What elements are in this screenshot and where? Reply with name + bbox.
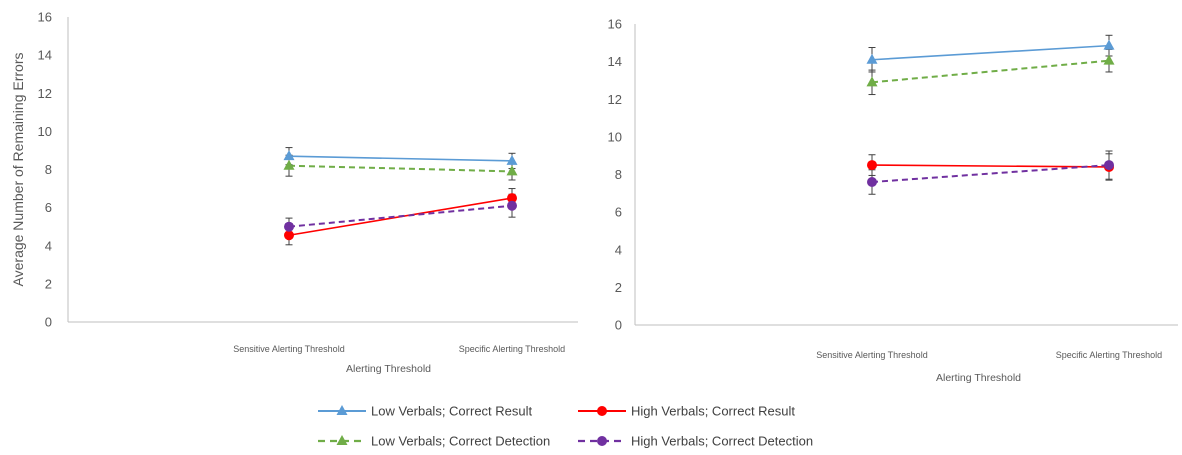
data-point <box>1103 39 1115 50</box>
y-tick-label: 14 <box>38 48 52 63</box>
x-tick-label: Specific Alerting Threshold <box>459 344 565 354</box>
legend-marker <box>597 406 607 416</box>
data-point <box>866 76 878 87</box>
data-point <box>1103 54 1115 65</box>
x-axis-label: Alerting Threshold <box>346 363 431 375</box>
data-point <box>506 154 518 165</box>
data-point <box>867 160 877 171</box>
legend-label: Low Verbals; Correct Detection <box>371 434 550 449</box>
y-tick-label: 6 <box>615 205 622 220</box>
right-chart-panel: 0 2 4 6 8 10 12 14 16 Sensitive Alerting Threshol… <box>608 17 1178 384</box>
y-tick-label: 4 <box>615 242 622 257</box>
legend-label: Low Verbals; Correct Result <box>371 404 533 419</box>
y-axis-label: Average Number of Remaining Errors <box>10 53 26 287</box>
legend-swatch <box>318 405 366 415</box>
data-point <box>507 193 517 204</box>
y-tick-label: 2 <box>45 276 52 291</box>
y-tick-label: 0 <box>615 318 622 333</box>
legend-swatch <box>578 436 626 446</box>
data-point <box>507 200 517 211</box>
data-point <box>1104 160 1114 171</box>
y-tick-label: 14 <box>608 54 622 69</box>
series-line <box>871 44 1110 61</box>
y-tick-label: 12 <box>38 86 52 101</box>
y-tick-label: 16 <box>608 17 622 32</box>
data-point <box>866 53 878 64</box>
series-line <box>871 59 1110 84</box>
x-axis-label: Alerting Threshold <box>936 372 1021 384</box>
data-point <box>506 165 518 176</box>
legend-swatch <box>318 435 366 445</box>
y-tick-label: 8 <box>615 167 622 182</box>
data-point <box>283 159 295 170</box>
series-line <box>871 164 1110 168</box>
legend-label: High Verbals; Correct Detection <box>631 434 813 449</box>
legend-marker <box>597 436 607 446</box>
y-tick-label: 8 <box>45 162 52 177</box>
legend-label: High Verbals; Correct Result <box>631 404 795 419</box>
data-point <box>284 230 294 241</box>
y-tick-label: 0 <box>45 315 52 330</box>
y-tick-label: 16 <box>38 10 52 25</box>
y-tick-label: 4 <box>45 238 52 253</box>
y-tick-label: 10 <box>38 124 52 139</box>
series-line <box>288 204 513 228</box>
series-line <box>288 155 513 162</box>
y-tick-label: 6 <box>45 200 52 215</box>
data-point <box>284 221 294 232</box>
chart-legend: Low Verbals; Correct Result High Verbals;… <box>318 404 813 449</box>
left-chart-panel: 0 2 4 6 8 10 12 14 16 Sensitive Alerting Threshol… <box>10 10 578 375</box>
x-tick-label: Sensitive Alerting Threshold <box>816 350 927 360</box>
y-tick-label: 10 <box>608 129 622 144</box>
x-tick-label: Specific Alerting Threshold <box>1056 350 1162 360</box>
legend-marker <box>336 405 348 415</box>
data-point <box>283 150 295 161</box>
legend-marker <box>336 435 348 445</box>
y-tick-label: 2 <box>615 280 622 295</box>
data-point <box>867 177 877 188</box>
legend-swatch <box>578 406 626 416</box>
series-line <box>871 164 1110 184</box>
series-line <box>288 164 513 173</box>
x-tick-label: Sensitive Alerting Threshold <box>233 344 344 354</box>
y-tick-label: 12 <box>608 92 622 107</box>
